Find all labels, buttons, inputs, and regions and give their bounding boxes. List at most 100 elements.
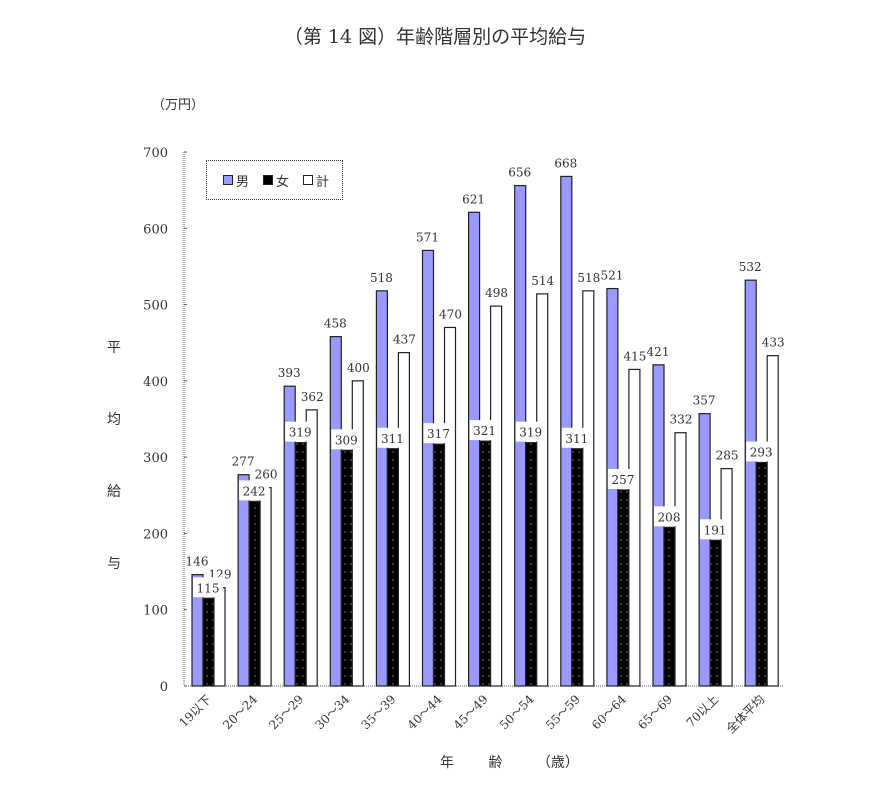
value-label-female: 309 (335, 433, 358, 447)
value-label-female: 293 (750, 445, 773, 459)
legend-item-male: 男 (223, 171, 249, 190)
value-label-total: 433 (762, 336, 785, 350)
bar-男 (237, 474, 250, 687)
axes: 0 100 200 300 400 500 600 700 (143, 146, 783, 695)
value-label-total: 498 (485, 286, 508, 300)
chart-title: （第 14 図）年齢階層別の平均給与 (283, 26, 587, 48)
y-tick-label: 700 (143, 146, 168, 161)
value-label-total: 518 (577, 271, 600, 285)
value-label-female: 319 (289, 426, 312, 440)
bar-計 (536, 293, 549, 687)
bar-男 (375, 290, 388, 687)
x-tick-label: 50～54 (497, 692, 537, 732)
bar-女 (432, 443, 446, 687)
y-axis-label-char: 与 (107, 556, 121, 572)
value-label-male: 357 (693, 394, 716, 408)
value-label-female: 311 (565, 432, 588, 446)
value-label-total: 415 (623, 349, 646, 363)
y-tick-label: 600 (143, 222, 168, 237)
bar-計 (259, 487, 272, 687)
value-label-female: 257 (611, 473, 634, 487)
bar-女 (479, 440, 492, 687)
y-tick-label: 200 (143, 527, 168, 542)
value-labels: 1461291152772602423933623194584003095184… (186, 156, 785, 598)
x-axis-label: 年 齢 （歳） (440, 755, 579, 771)
x-tick-label: 40～44 (405, 692, 445, 732)
value-label-total: 400 (347, 361, 370, 375)
y-tick-label: 500 (143, 299, 168, 314)
legend: 男 女 計 (206, 160, 343, 200)
bar-計 (397, 352, 410, 687)
bar-計 (628, 368, 641, 687)
bar-計 (213, 586, 226, 687)
value-label-male: 668 (554, 156, 577, 170)
bar-女 (617, 489, 630, 687)
x-tick-label: 20～24 (220, 692, 260, 732)
bar-女 (248, 500, 261, 687)
y-tick-label: 0 (160, 680, 168, 695)
legend-swatch-total (303, 175, 314, 185)
bar-計 (443, 326, 457, 687)
legend-item-total: 計 (303, 171, 329, 190)
bar-女 (571, 448, 584, 687)
value-label-male: 458 (324, 317, 347, 331)
bar-計 (351, 380, 364, 687)
value-label-male: 571 (416, 230, 439, 244)
value-label-female: 191 (704, 523, 727, 537)
bar-男 (421, 249, 435, 687)
bar-計 (720, 467, 733, 687)
value-label-male: 393 (278, 366, 301, 380)
value-label-total: 362 (301, 390, 324, 404)
bar-女 (755, 461, 768, 687)
bar-女 (709, 539, 722, 687)
value-label-female: 242 (243, 484, 266, 498)
y-axis-label: 平 均 給 与 (104, 312, 124, 600)
y-tick-label: 400 (143, 375, 168, 390)
value-label-female: 321 (473, 424, 496, 438)
value-label-total: 285 (716, 449, 739, 463)
x-tick-label: 70以上 (684, 692, 722, 730)
bar-女 (294, 442, 307, 687)
x-tick-label: 65～69 (635, 692, 675, 732)
x-tick-labels: 19以下 20～24 25～29 30～34 35～39 40～44 45～49 50～54 5… (176, 692, 767, 737)
x-tick-label: 19以下 (176, 692, 214, 730)
bar-女 (386, 448, 399, 687)
value-label-female: 115 (197, 581, 220, 595)
x-tick-label: 全体平均 (723, 692, 768, 737)
bar-女 (525, 442, 538, 687)
bar-計 (305, 409, 318, 687)
x-tick-label: 45～49 (451, 692, 491, 732)
bar-男 (329, 336, 342, 687)
value-label-female: 319 (519, 426, 542, 440)
x-tick-label: 25～29 (266, 692, 306, 732)
bar-計 (582, 290, 595, 687)
bar-男 (744, 279, 757, 687)
value-label-female: 317 (427, 427, 450, 441)
value-label-male: 656 (508, 166, 531, 180)
x-tick-label: 35～39 (359, 692, 399, 732)
value-label-male: 621 (462, 192, 485, 206)
bar-計 (766, 355, 779, 687)
bar-男 (468, 211, 481, 687)
value-label-female: 311 (381, 432, 404, 446)
value-label-female: 208 (658, 510, 681, 524)
value-label-total: 437 (393, 333, 416, 347)
y-tick-label: 300 (143, 451, 168, 466)
legend-swatch-female (263, 175, 274, 185)
x-tick-label: 30～34 (312, 692, 352, 732)
y-axis-label-char: 平 (107, 340, 121, 356)
bar-女 (340, 449, 353, 687)
value-label-male: 521 (600, 269, 623, 283)
y-axis-label-char: 給 (107, 484, 121, 500)
unit-label: （万円） (152, 98, 205, 113)
value-label-male: 146 (186, 555, 209, 569)
x-tick-label: 55～59 (543, 692, 583, 732)
y-axis-label-char: 均 (107, 412, 121, 428)
y-tick-label: 100 (143, 604, 168, 619)
value-label-male: 421 (647, 345, 670, 359)
value-label-total: 332 (670, 413, 693, 427)
bar-計 (490, 305, 503, 687)
value-label-male: 518 (370, 271, 393, 285)
x-tick-label: 60～64 (589, 692, 629, 732)
